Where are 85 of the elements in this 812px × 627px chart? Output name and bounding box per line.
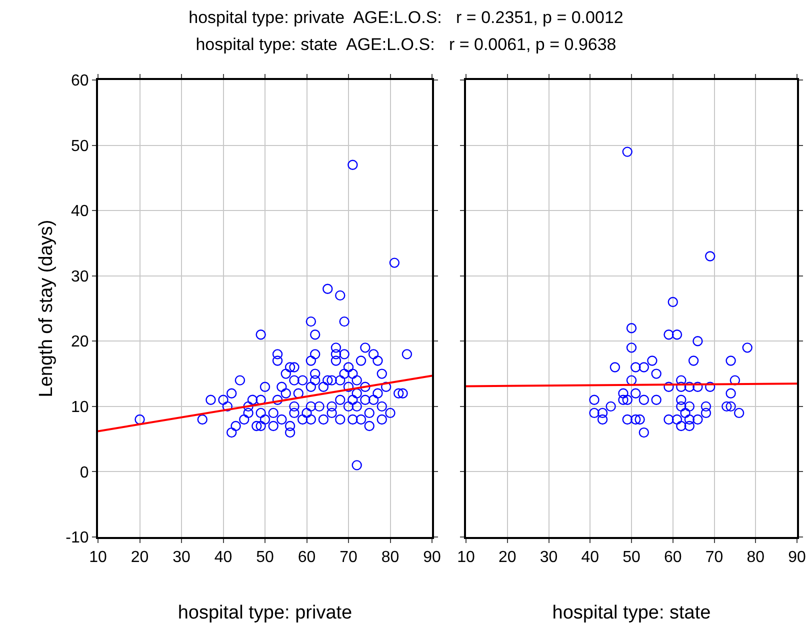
y-axis-title: Length of stay (days)	[36, 220, 58, 398]
point	[626, 375, 637, 386]
x-tick-label: 10	[457, 549, 475, 566]
x-tick-label: 40	[581, 549, 600, 566]
point	[705, 382, 716, 392]
point	[647, 356, 658, 366]
y-tick-label: 10	[71, 399, 89, 416]
x-tick-label: 70	[705, 549, 724, 566]
x-tick-label: 20	[498, 549, 516, 566]
point	[664, 330, 674, 340]
point	[668, 296, 678, 308]
point	[622, 394, 632, 405]
point	[610, 362, 620, 372]
point	[589, 394, 600, 405]
point	[742, 342, 752, 353]
y-tick-label: -10	[66, 530, 89, 547]
point	[630, 414, 641, 425]
point	[630, 362, 641, 372]
point	[676, 420, 686, 432]
y-tick-label: 60	[71, 72, 89, 90]
point	[618, 394, 628, 405]
point	[626, 322, 637, 334]
point	[726, 401, 736, 412]
point	[626, 342, 637, 353]
point	[684, 420, 695, 432]
y-tick-label: 0	[80, 464, 89, 482]
point	[692, 382, 703, 392]
point	[638, 362, 650, 372]
x-tick-label: 60	[298, 549, 316, 566]
point	[680, 408, 690, 418]
point	[638, 394, 650, 405]
point	[726, 356, 736, 366]
point	[622, 414, 632, 425]
x-tick-label: 60	[664, 549, 682, 566]
x-tick-label: 80	[746, 549, 765, 566]
point	[651, 368, 662, 379]
x-tick-label: 40	[214, 549, 232, 566]
point	[684, 401, 695, 412]
point	[672, 414, 682, 425]
point	[618, 388, 628, 398]
point	[730, 375, 740, 386]
point	[705, 251, 716, 262]
x-tick-label: 90	[423, 549, 441, 566]
point	[630, 388, 641, 398]
point	[634, 414, 645, 425]
point	[606, 401, 616, 412]
x-tick-label: 10	[89, 549, 107, 566]
point	[692, 336, 703, 346]
point	[734, 408, 744, 418]
point	[676, 401, 686, 412]
x-tick-label: 50	[256, 549, 274, 566]
point	[597, 414, 608, 425]
point	[692, 414, 703, 425]
point	[688, 356, 699, 366]
point	[676, 382, 686, 392]
point	[664, 414, 674, 425]
x-tick-label: 80	[381, 549, 400, 566]
x-tick-label: 70	[340, 549, 358, 566]
x-axis-title: hospital type: private	[178, 602, 352, 624]
point	[589, 408, 600, 418]
x-tick-label: 30	[172, 549, 190, 566]
point	[700, 408, 712, 418]
x-tick-label: 20	[130, 549, 149, 566]
y-tick-label: 40	[71, 203, 89, 220]
y-tick-label: 50	[71, 138, 89, 155]
point	[651, 394, 662, 405]
point	[726, 388, 736, 398]
y-tick-label: 30	[71, 268, 89, 286]
point	[684, 382, 695, 392]
point	[664, 382, 674, 392]
point	[622, 146, 632, 157]
point	[684, 414, 695, 425]
point	[638, 427, 650, 438]
chart-title: hospital type: private AGE:L.O.S: r = 0.2351, p = 0.0012	[188, 7, 624, 29]
chart-subtitle: hospital type: state AGE:L.O.S: r = 0.0061, p = 0.9638	[194, 34, 618, 56]
y-tick-label: 20	[71, 334, 89, 351]
x-tick-label: 30	[540, 549, 558, 566]
point	[722, 401, 732, 412]
x-tick-label: 50	[622, 549, 640, 566]
point	[672, 330, 682, 340]
point	[597, 408, 608, 418]
point	[676, 394, 686, 405]
x-tick-label: 90	[788, 549, 806, 566]
point	[700, 401, 712, 412]
x-axis-title: hospital type: state	[552, 602, 711, 624]
